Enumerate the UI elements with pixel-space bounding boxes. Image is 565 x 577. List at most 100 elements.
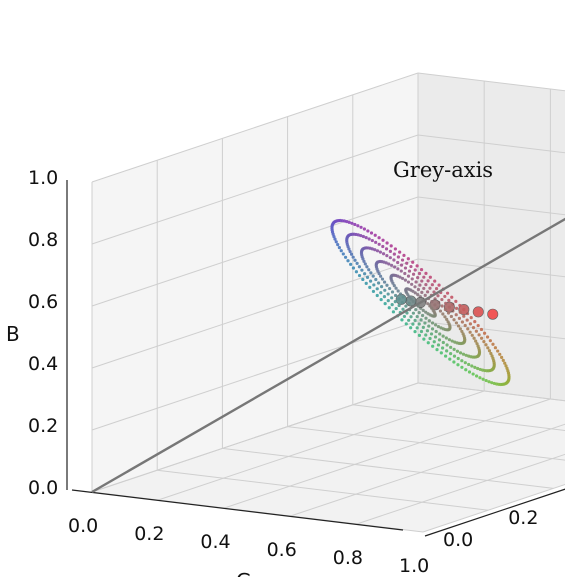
hue-circle-point	[375, 293, 379, 298]
hue-circle-point	[425, 329, 430, 333]
grid-line	[417, 196, 565, 216]
hue-circle-point	[359, 233, 363, 238]
hue-circle-point	[369, 231, 374, 235]
hue-circle-point	[416, 287, 420, 292]
hue-circle-point	[363, 272, 367, 276]
hue-circle-point	[419, 329, 424, 334]
hue-circle-point	[413, 268, 417, 272]
hue-circle-point	[403, 278, 408, 282]
z-tick-label: 0.6	[28, 291, 58, 313]
hue-circle-point	[376, 281, 381, 285]
hue-circle-point	[387, 306, 391, 310]
hue-circle-point	[489, 351, 493, 356]
hue-circle-point	[388, 256, 392, 260]
hue-circle-point	[448, 357, 452, 361]
hue-circle-point	[454, 306, 459, 310]
hue-circle-point	[428, 275, 432, 279]
y-axis-label: G	[236, 569, 252, 577]
hue-circle-point	[360, 268, 364, 272]
hue-circle-point	[372, 283, 376, 287]
hue-circle-point	[347, 220, 351, 224]
scatter-marker	[472, 306, 484, 318]
hue-circle-point	[354, 270, 359, 274]
hue-circle-point	[403, 266, 408, 270]
hue-circle-point	[385, 283, 389, 287]
hue-circle-point	[393, 300, 397, 304]
hue-circle-point	[357, 265, 362, 269]
hue-circle-point	[484, 343, 488, 347]
hue-circle-point	[365, 275, 370, 279]
hue-circle-point	[464, 353, 468, 357]
hue-circle-point	[454, 313, 458, 317]
hue-circle-point	[475, 342, 479, 346]
hue-circle-point	[363, 262, 367, 266]
hue-circle-point	[458, 351, 463, 355]
hue-circle-point	[419, 267, 424, 272]
hue-circle-point	[423, 321, 427, 325]
y-tick-label: 1.0	[399, 555, 429, 577]
hue-circle-point	[421, 313, 425, 318]
hue-circle-point	[481, 377, 485, 381]
hue-circle-point	[461, 332, 465, 336]
hue-circle-point	[476, 366, 480, 371]
hue-circle-point	[348, 249, 352, 254]
grey-axis	[91, 217, 565, 494]
hue-circle-point	[368, 279, 373, 283]
hue-circle-point	[359, 225, 363, 229]
hue-circle-point	[457, 316, 462, 320]
hue-circle-point	[452, 318, 456, 322]
y-tick-label: 0.0	[68, 515, 98, 537]
grid-line	[157, 469, 489, 511]
hue-circle-point	[470, 333, 474, 337]
hue-circle-point	[366, 229, 370, 233]
hue-circle-point	[450, 295, 454, 299]
grid-line	[91, 196, 419, 307]
hue-circle-point	[396, 289, 400, 293]
hue-circle-point	[452, 347, 456, 351]
hue-circle-point	[411, 272, 416, 276]
hue-circle-point	[378, 250, 383, 254]
hue-circle-point	[468, 330, 472, 334]
hue-circle-point	[393, 293, 398, 298]
hue-circle-point	[426, 341, 430, 345]
grid-line	[91, 320, 419, 431]
hue-circle-point	[403, 271, 407, 276]
hue-circle-point	[418, 283, 422, 287]
hue-circle-point	[458, 327, 462, 331]
hue-circle-point	[485, 335, 490, 339]
grid-line	[356, 453, 565, 525]
hue-circle-point	[381, 244, 385, 249]
hue-circle-point	[385, 254, 389, 258]
hue-circle-point	[422, 286, 426, 291]
hue-circle-point	[454, 299, 458, 303]
hue-circle-point	[445, 343, 449, 347]
hue-circle-point	[351, 266, 356, 270]
hue-circle-point	[440, 304, 444, 308]
hue-circle-point	[401, 307, 405, 311]
hue-circle-point	[440, 346, 445, 350]
grid-line	[422, 483, 565, 533]
hue-circle-point	[470, 364, 474, 368]
hue-circle-point	[353, 258, 357, 262]
hue-circle-point	[379, 274, 383, 278]
hue-circle-point	[409, 326, 413, 330]
hue-circle-point	[379, 291, 383, 295]
hue-circle-point	[421, 325, 425, 329]
z-tick-label: 0.8	[28, 229, 58, 251]
hue-circle-point	[398, 292, 403, 296]
hue-circle-point	[387, 262, 391, 266]
hue-circle-point	[394, 306, 398, 311]
hue-circle-point	[452, 360, 456, 364]
hue-circle-point	[430, 321, 435, 325]
grid-line	[91, 72, 419, 183]
hue-circle-point	[337, 246, 341, 250]
hue-circle-point	[445, 349, 449, 353]
hue-circle-point	[413, 318, 417, 322]
hue-circle-point	[367, 237, 371, 241]
hue-circle-point	[356, 224, 360, 228]
hue-circle-point	[428, 304, 432, 308]
hue-circle-point	[414, 280, 418, 284]
grid-line	[224, 398, 551, 509]
grid-line	[352, 404, 565, 431]
hue-circle-point	[462, 307, 466, 312]
